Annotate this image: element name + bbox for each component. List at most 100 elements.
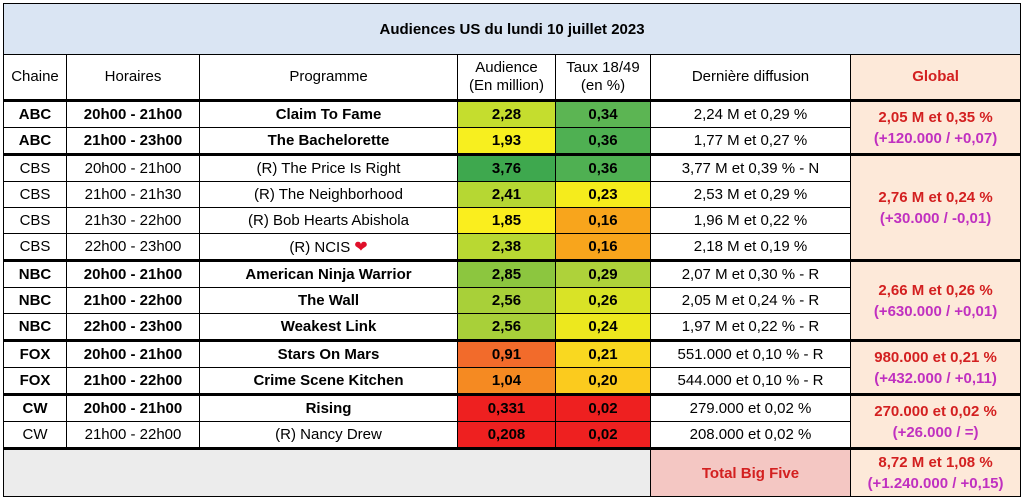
- table-row: CBS 20h00 - 21h00 (R) The Price Is Right 3,…: [3, 153, 1022, 261]
- heart-icon: ❤: [354, 238, 368, 256]
- global-line2: (+432.000 / +0,11): [874, 369, 997, 387]
- header-chaine: Chaine: [3, 54, 67, 101]
- cell-audience: 3,76: [457, 153, 556, 182]
- cell-horaires: 21h00 - 22h00: [66, 367, 200, 395]
- cell-programme: Rising: [199, 393, 458, 422]
- cell-programme: Stars On Mars: [199, 339, 458, 368]
- table-row: NBC 21h00 - 22h00 The Wall 2,56 0,26 2,05 M e…: [3, 287, 1021, 314]
- cell-audience: 1,93: [457, 127, 556, 155]
- global-line2: (+120.000 / +0,07): [873, 129, 998, 147]
- cell-chaine: NBC: [3, 259, 67, 288]
- global-line2: (+630.000 / +0,01): [873, 302, 998, 320]
- header-audience-line2: (En million): [468, 77, 544, 94]
- cell-audience: 2,41: [457, 181, 556, 208]
- global-line1: 270.000 et 0,02 %: [874, 402, 997, 420]
- cell-derniere: 2,53 M et 0,29 %: [650, 181, 851, 208]
- cell-horaires: 20h00 - 21h00: [66, 339, 200, 368]
- global-line2: (+30.000 / -0,01): [879, 209, 992, 227]
- header-audience-line1: Audience: [475, 59, 538, 76]
- footer-total-line2: (+1.240.000 / +0,15): [867, 475, 1004, 492]
- cell-chaine: ABC: [3, 127, 67, 155]
- cell-horaires: 21h00 - 21h30: [66, 181, 200, 208]
- cell-taux: 0,16: [555, 233, 651, 261]
- table-row: CW 21h00 - 22h00 (R) Nancy Drew 0,208 0,02 20…: [3, 421, 1021, 449]
- cell-audience: 0,91: [457, 339, 556, 368]
- cell-audience: 2,28: [457, 99, 556, 128]
- cell-taux: 0,26: [555, 287, 651, 314]
- cell-derniere: 3,77 M et 0,39 % - N: [650, 153, 851, 182]
- header-programme: Programme: [199, 54, 458, 101]
- cell-audience: 2,38: [457, 233, 556, 261]
- cell-programme: (R) Nancy Drew: [199, 421, 458, 449]
- cell-chaine: ABC: [3, 99, 67, 128]
- cell-horaires: 21h00 - 23h00: [66, 127, 200, 155]
- table-row: ABC 20h00 - 21h00 Claim To Fame 2,28 0,34 2,2…: [3, 99, 1022, 155]
- table-row: NBC 20h00 - 21h00 American Ninja Warrior 2,…: [3, 259, 1022, 341]
- global-cell: 980.000 et 0,21 % (+432.000 / +0,11): [849, 339, 1022, 395]
- table-row: CBS 21h30 - 22h00 (R) Bob Hearts Abishola 1…: [3, 207, 1021, 234]
- global-line1: 2,66 M et 0,26 %: [878, 281, 993, 299]
- header-horaires: Horaires: [66, 54, 200, 101]
- global-line1: 980.000 et 0,21 %: [874, 348, 997, 366]
- cell-audience: 0,208: [457, 421, 556, 449]
- cell-audience: 2,85: [457, 259, 556, 288]
- cell-horaires: 21h00 - 22h00: [66, 287, 200, 314]
- cell-taux: 0,16: [555, 207, 651, 234]
- table-row: FOX 21h00 - 22h00 Crime Scene Kitchen 1,04 0…: [3, 367, 1021, 395]
- global-cell: 2,76 M et 0,24 % (+30.000 / -0,01): [849, 153, 1022, 261]
- cell-horaires: 22h00 - 23h00: [66, 313, 200, 341]
- cell-chaine: CW: [3, 393, 67, 422]
- cell-programme-text: (R) NCIS: [289, 238, 351, 256]
- cell-chaine: CBS: [3, 153, 67, 182]
- global-line1: 2,76 M et 0,24 %: [878, 188, 993, 206]
- cell-programme: (R) The Price Is Right: [199, 153, 458, 182]
- cell-audience: 1,04: [457, 367, 556, 395]
- cell-derniere: 1,96 M et 0,22 %: [650, 207, 851, 234]
- cell-horaires: 20h00 - 21h00: [66, 393, 200, 422]
- cell-derniere: 279.000 et 0,02 %: [650, 393, 851, 422]
- footer-row: Total Big Five 8,72 M et 1,08 % (+1.240.0…: [3, 447, 1022, 497]
- cell-programme: (R) Bob Hearts Abishola: [199, 207, 458, 234]
- cell-horaires: 20h00 - 21h00: [66, 153, 200, 182]
- header-global: Global: [849, 54, 1022, 101]
- cell-taux: 0,02: [555, 393, 651, 422]
- cell-programme: Crime Scene Kitchen: [199, 367, 458, 395]
- cell-chaine: CBS: [3, 207, 67, 234]
- cell-derniere: 1,97 M et 0,22 % - R: [650, 313, 851, 341]
- cell-chaine: FOX: [3, 339, 67, 368]
- footer-label: Total Big Five: [650, 447, 851, 497]
- global-cell: 2,05 M et 0,35 % (+120.000 / +0,07): [849, 99, 1022, 155]
- cell-audience: 0,331: [457, 393, 556, 422]
- cell-taux: 0,36: [555, 153, 651, 182]
- cell-taux: 0,34: [555, 99, 651, 128]
- cell-derniere: 2,18 M et 0,19 %: [650, 233, 851, 261]
- header-taux: Taux 18/49 (en %): [555, 54, 651, 101]
- cell-chaine: FOX: [3, 367, 67, 395]
- cell-taux: 0,21: [555, 339, 651, 368]
- cell-derniere: 2,07 M et 0,30 % - R: [650, 259, 851, 288]
- global-line1: 2,05 M et 0,35 %: [878, 108, 993, 126]
- cell-chaine: CBS: [3, 233, 67, 261]
- cell-horaires: 21h00 - 22h00: [66, 421, 200, 449]
- header-row: Chaine Horaires Programme Audience (En mi…: [3, 54, 1022, 101]
- cell-programme: (R) The Neighborhood: [199, 181, 458, 208]
- cell-derniere: 208.000 et 0,02 %: [650, 421, 851, 449]
- cell-chaine: CBS: [3, 181, 67, 208]
- footer-total-line1: 8,72 M et 1,08 %: [878, 454, 993, 471]
- global-line2: (+26.000 / =): [892, 423, 979, 441]
- cell-chaine: NBC: [3, 313, 67, 341]
- cell-taux: 0,20: [555, 367, 651, 395]
- cell-programme: Weakest Link: [199, 313, 458, 341]
- cell-chaine: NBC: [3, 287, 67, 314]
- global-cell: 270.000 et 0,02 % (+26.000 / =): [849, 393, 1022, 449]
- header-taux-line2: (en %): [580, 77, 626, 94]
- cell-audience: 1,85: [457, 207, 556, 234]
- cell-horaires: 20h00 - 21h00: [66, 99, 200, 128]
- footer-total: 8,72 M et 1,08 % (+1.240.000 / +0,15): [849, 447, 1022, 497]
- cell-programme: American Ninja Warrior: [199, 259, 458, 288]
- audience-table: Audiences US du lundi 10 juillet 2023 Ch…: [2, 3, 1022, 497]
- cell-horaires: 22h00 - 23h00: [66, 233, 200, 261]
- footer-empty: [3, 447, 651, 497]
- cell-derniere: 2,05 M et 0,24 % - R: [650, 287, 851, 314]
